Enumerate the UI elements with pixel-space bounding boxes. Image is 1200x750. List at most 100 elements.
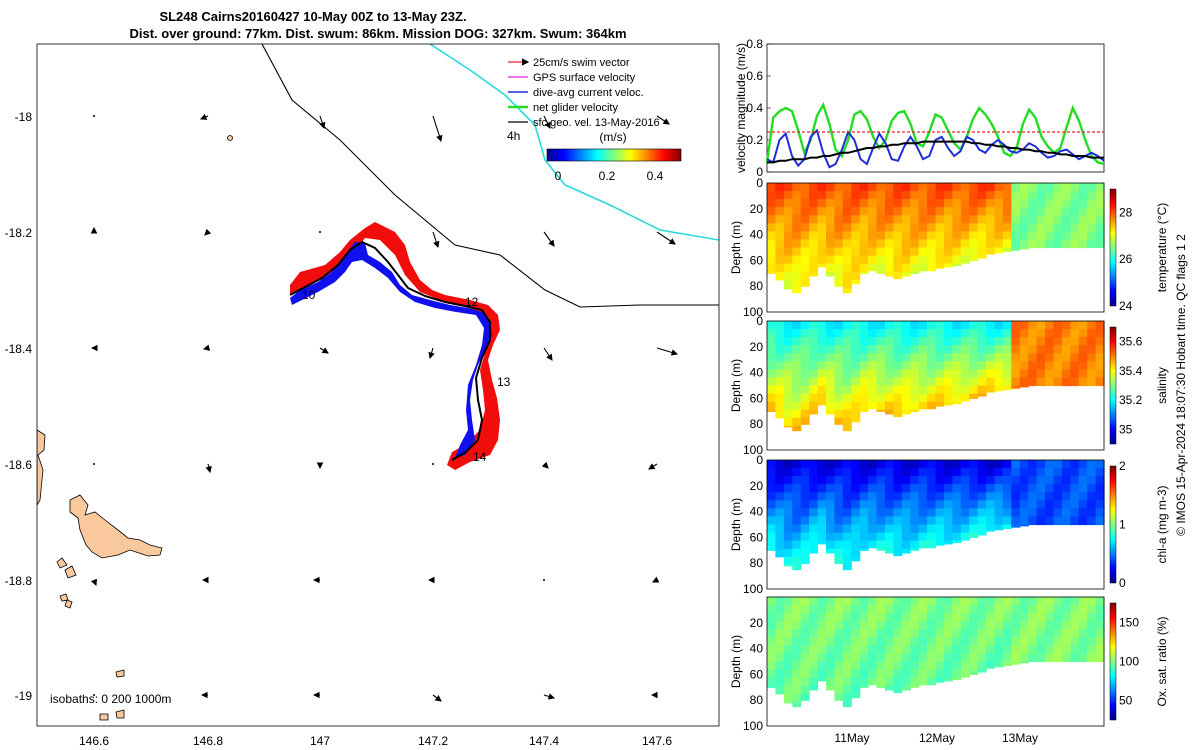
- section-cell: [1028, 468, 1038, 477]
- section-cell: [969, 199, 979, 208]
- section-cell: [817, 223, 827, 232]
- section-cell: [901, 476, 911, 485]
- section-cell: [834, 385, 844, 395]
- section-cell: [842, 215, 852, 224]
- section-cell: [783, 508, 793, 518]
- section-cell: [952, 345, 962, 354]
- section-cell: [1028, 460, 1038, 469]
- colorbar-label: chl-a (mg m-3): [1155, 485, 1169, 563]
- section-cell: [1053, 484, 1063, 493]
- section-cell: [800, 361, 810, 370]
- section-cell: [910, 409, 920, 412]
- section-cell: [901, 484, 911, 493]
- section-cell: [885, 645, 894, 655]
- section-cell: [826, 597, 835, 606]
- section-cell: [851, 508, 861, 518]
- section-cell: [767, 605, 776, 614]
- section-cell: [809, 239, 819, 249]
- section-cell: [800, 637, 810, 646]
- section-cell: [935, 669, 945, 679]
- section-cell: [767, 661, 776, 671]
- section-cell: [1045, 637, 1054, 646]
- section-cell: [842, 524, 852, 534]
- title-line2: Dist. over ground: 77km. Dist. swum: 86k…: [129, 26, 626, 41]
- section-cell: [927, 661, 937, 671]
- section-cell: [994, 645, 1004, 655]
- section-cell: [910, 661, 920, 671]
- section-cell: [1036, 231, 1046, 241]
- section-cell: [792, 215, 802, 224]
- section-cell: [851, 516, 861, 526]
- section-cell: [783, 369, 793, 379]
- section-cell: [775, 329, 785, 338]
- section-cell: [1053, 329, 1063, 338]
- section-cell: [851, 460, 861, 469]
- section-cell: [952, 476, 962, 485]
- section-cell: [851, 621, 861, 630]
- section-cell: [775, 629, 785, 638]
- section-cell: [792, 207, 802, 216]
- section-cell: [783, 385, 793, 395]
- section-cell: [918, 401, 928, 410]
- section-cell: [910, 516, 920, 526]
- sfc-vel-arrow: [432, 694, 442, 702]
- section-cell: [994, 199, 1004, 208]
- section-cell: [952, 255, 962, 265]
- sfc-vel-arrow: [432, 231, 440, 249]
- section-cell: [775, 532, 785, 542]
- section-cell: [834, 239, 844, 249]
- section-cell: [826, 548, 835, 554]
- section-cell: [1078, 337, 1088, 346]
- section-cell: [842, 345, 852, 354]
- section-cell: [876, 385, 886, 395]
- section-cell: [986, 460, 995, 469]
- section-cell: [918, 540, 928, 549]
- section-cell: [910, 353, 920, 362]
- section-cell: [783, 645, 793, 655]
- section-cell: [826, 605, 835, 614]
- section-cell: [1095, 653, 1105, 663]
- section-cell: [1036, 484, 1046, 493]
- section-cell: [1078, 645, 1088, 655]
- section-cell: [952, 199, 962, 208]
- section-cell: [1036, 653, 1046, 663]
- section-cell: [1053, 508, 1063, 518]
- section-cell: [893, 199, 903, 208]
- section-cell: [826, 401, 835, 411]
- section-cell: [775, 597, 785, 606]
- section-cell: [817, 629, 827, 638]
- section-cell: [1028, 613, 1038, 622]
- section-cell: [826, 385, 835, 395]
- map-frame: [36, 43, 720, 727]
- section-cell: [868, 532, 878, 542]
- section-cell: [969, 597, 979, 606]
- section-cell: [792, 685, 802, 695]
- section-cell: [1019, 321, 1029, 330]
- section-frame: [766, 596, 1105, 727]
- section-cell: [817, 500, 827, 509]
- section-cell: [809, 191, 819, 200]
- section-cell: [767, 215, 776, 224]
- section-cell: [876, 613, 886, 622]
- section-cell: [792, 247, 802, 257]
- section-cell: [868, 468, 878, 477]
- section-cell: [792, 564, 802, 571]
- section-cell: [851, 669, 861, 679]
- section-cell: [1036, 377, 1046, 387]
- velocity-series: [765, 101, 1105, 169]
- section-cell: [994, 468, 1004, 477]
- section-cell: [851, 215, 861, 224]
- section-cell: [800, 645, 810, 655]
- section-cell: [809, 540, 819, 550]
- section-cell: [943, 207, 953, 216]
- section-cell: [1095, 353, 1105, 362]
- section-cell: [1087, 508, 1097, 518]
- section-cell: [842, 239, 852, 249]
- section-cell: [767, 460, 776, 469]
- section-cell: [1078, 345, 1088, 354]
- section-cell: [994, 500, 1004, 509]
- section-cell: [927, 605, 937, 614]
- section-cell: [1019, 231, 1029, 241]
- section-cell: [885, 385, 894, 395]
